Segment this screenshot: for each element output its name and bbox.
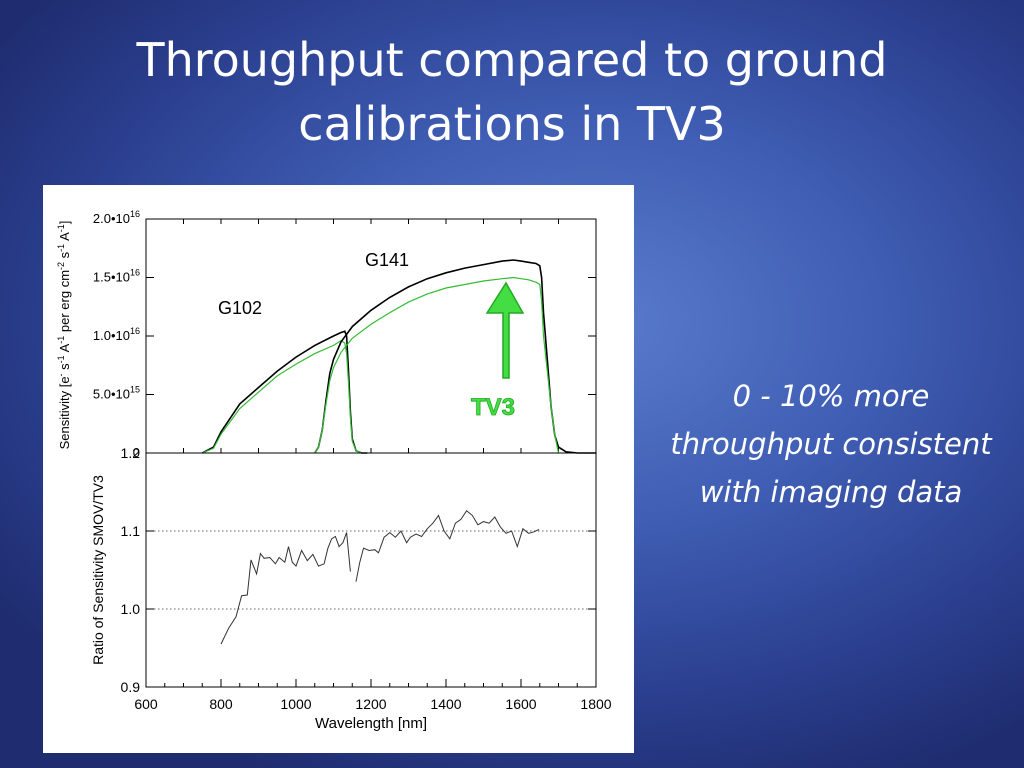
sensitivity-y-axis-label: Sensitivity [e- s-1 A-1 per erg cm-2 s-1… [56,221,72,450]
tv3-arrow-shape [485,281,525,379]
slide-title-line-1: Throughput compared to ground [136,33,888,87]
ratio-series [220,509,540,645]
x-tick-label: 1200 [355,696,386,712]
sensitivity-panel: 0 5.0•1015 1.0•1016 1.5•1016 2.0•1016 G141 G… [56,209,597,460]
slide-title: Throughput compared to ground calibratio… [0,28,1024,156]
chart-svg: 0 5.0•1015 1.0•1016 1.5•1016 2.0•1016 G141 G… [56,209,612,732]
note-line-2: throughput consistent [670,427,992,461]
ratio-panel: 0.91.01.11.2 600 800 1000 1200 1400 1600 1800 … [90,445,612,732]
ratio-series-line-1 [355,509,540,582]
sensitivity-y-tick-label: 5.0•1015 [93,385,140,402]
chart-figure: 0 5.0•1015 1.0•1016 1.5•1016 2.0•1016 G141 G… [43,185,634,753]
sensitivity-series-line-1 [202,339,368,454]
sensitivity-y-tick-label: 2.0•1016 [93,209,140,226]
x-tick-label: 800 [209,696,233,712]
ratio-x-ticks: 600 800 1000 1200 1400 1600 1800 [134,679,612,712]
ratio-y-tick-label: 0.9 [121,679,141,695]
sensitivity-y-ticks: 0 5.0•1015 1.0•1016 1.5•1016 2.0•1016 [93,209,596,460]
ratio-y-ticks: 0.9 1.0 1.1 1.2 [121,445,596,695]
throughput-note: 0 - 10% more throughput consistent with … [646,372,1016,516]
annotation-tv3: TV3 [471,394,515,421]
ratio-reference-lines [146,530,596,610]
x-axis-label: Wavelength [nm] [315,715,427,732]
ratio-y-tick-label: 1.2 [121,445,141,461]
ratio-y-tick-label: 1.0 [121,601,141,617]
x-tick-label: 1600 [505,696,536,712]
x-tick-label: 1000 [280,696,311,712]
sensitivity-y-tick-label: 1.0•1016 [93,326,140,343]
x-tick-label: 1400 [430,696,461,712]
sensitivity-series-line-0 [201,330,368,454]
note-line-1: 0 - 10% more [732,379,930,413]
note-line-3: with imaging data [699,475,963,509]
annotation-g102: G102 [218,298,262,318]
x-tick-label: 1800 [580,696,611,712]
ratio-series-line-0 [220,532,351,645]
ratio-plot-frame [145,452,597,688]
sensitivity-y-tick-label: 0 [133,445,140,460]
x-tick-label: 600 [134,696,158,712]
tv3-arrow: TV3 [471,281,525,421]
slide-title-line-2: calibrations in TV3 [298,97,726,151]
ratio-y-axis-label: Ratio of Sensitivity SMOV/TV3 [90,475,106,665]
sensitivity-y-tick-label: 1.5•1016 [93,268,140,285]
annotation-g141: G141 [365,250,409,270]
sensitivity-series-line-3 [314,276,560,454]
sensitivity-series [201,259,596,454]
ratio-y-tick-label: 1.1 [121,523,141,539]
